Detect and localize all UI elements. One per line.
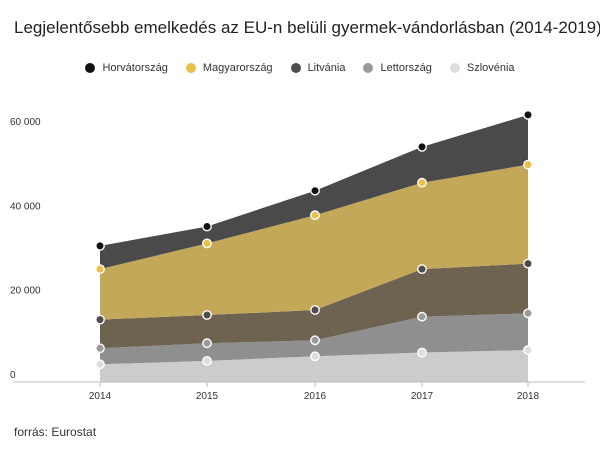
x-tick-label: 2017 <box>411 391 434 402</box>
x-tick-label: 2016 <box>304 391 327 402</box>
point-magyarország <box>202 238 212 249</box>
point-magyarország <box>523 159 533 170</box>
area-magyarország <box>100 164 528 320</box>
legend-swatch <box>85 63 96 73</box>
point-magyarország <box>95 264 105 274</box>
point-horvátország <box>310 185 320 196</box>
legend-item: Horvátország <box>85 62 168 74</box>
point-horvátország <box>202 221 212 232</box>
legend-label: Szlovénia <box>466 62 515 74</box>
y-tick-label: 0 <box>10 370 16 381</box>
x-tick-label: 2018 <box>517 391 540 402</box>
point-horvátország <box>95 240 105 251</box>
legend: Horvátország Magyarország Litvánia Lettorsz… <box>0 62 600 74</box>
legend-swatch <box>363 63 374 73</box>
y-tick-label: 20 000 <box>10 286 41 297</box>
point-magyarország <box>417 177 427 188</box>
point-szlovénia <box>202 355 212 366</box>
point-litvánia <box>417 264 427 274</box>
point-lettország <box>310 335 320 346</box>
point-lettország <box>417 311 427 322</box>
x-tick-label: 2015 <box>196 391 219 402</box>
point-szlovénia <box>523 345 533 355</box>
legend-item: Magyarország <box>185 62 273 74</box>
point-litvánia <box>202 310 212 320</box>
legend-label: Litvánia <box>307 62 346 74</box>
legend-label: Horvátország <box>102 62 168 74</box>
legend-swatch <box>290 63 301 73</box>
point-szlovénia <box>417 347 427 358</box>
source-note: forrás: Eurostat <box>14 425 97 439</box>
legend-item: Szlovénia <box>449 62 515 74</box>
chart-title: Legjelentősebb emelkedés az EU-n belüli … <box>14 18 600 37</box>
point-lettország <box>523 308 533 319</box>
point-magyarország <box>310 210 320 221</box>
y-tick-label: 40 000 <box>10 202 41 213</box>
point-litvánia <box>523 258 533 269</box>
area-litvánia <box>100 263 528 349</box>
x-tick-label: 2014 <box>89 391 112 402</box>
legend-item: Lettország <box>363 62 432 74</box>
legend-label: Lettország <box>380 62 432 74</box>
legend-swatch <box>449 63 460 73</box>
point-litvánia <box>95 314 105 325</box>
point-horvátország <box>523 110 533 120</box>
point-szlovénia <box>95 359 105 370</box>
legend-label: Magyarország <box>202 62 273 74</box>
point-lettország <box>95 343 105 354</box>
point-lettország <box>202 338 212 349</box>
legend-swatch <box>185 63 196 73</box>
area-szlovénia <box>100 350 528 382</box>
point-horvátország <box>417 141 427 152</box>
point-litvánia <box>310 305 320 315</box>
y-tick-label: 60 000 <box>10 117 41 128</box>
legend-item: Litvánia <box>290 62 346 74</box>
point-szlovénia <box>310 351 320 362</box>
